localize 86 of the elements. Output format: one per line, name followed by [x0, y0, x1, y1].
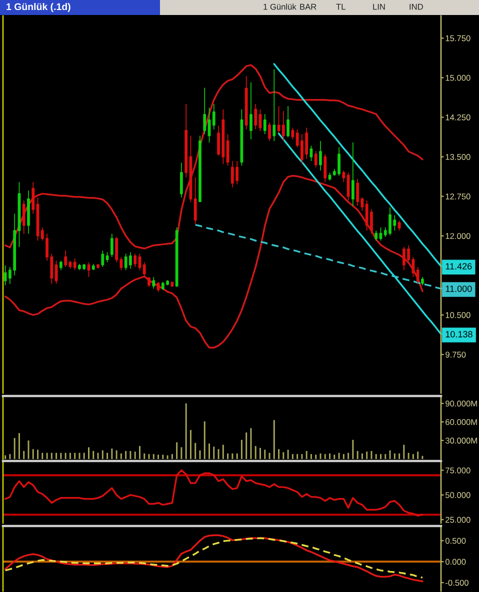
- line-series: [4, 64, 424, 250]
- candlestick: [360, 196, 364, 211]
- candlestick: [64, 250, 68, 268]
- candlestick: [421, 276, 424, 286]
- line-series: [4, 469, 424, 517]
- candlestick: [101, 250, 104, 268]
- y-tick-label: 15.750: [446, 35, 470, 42]
- candlestick: [291, 127, 294, 140]
- candlestick: [282, 110, 285, 142]
- candlestick: [208, 107, 211, 143]
- candlestick: [268, 122, 271, 142]
- candlestick: [87, 262, 90, 278]
- candlestick: [134, 253, 137, 268]
- candlestick: [272, 68, 276, 142]
- candlestick: [398, 220, 401, 232]
- candlestick: [148, 276, 150, 288]
- candlestick: [59, 260, 62, 271]
- y-tick-label: 60.000M: [446, 419, 477, 426]
- y-tick-label: 9.750: [446, 352, 466, 358]
- y-tick-label: 12.000: [446, 233, 470, 239]
- text: BAR: [300, 4, 316, 10]
- line-series: [4, 174, 424, 349]
- candlestick: [115, 236, 118, 263]
- y-tick-label: 25.000: [446, 516, 470, 523]
- y-tick-label: 15.000: [446, 74, 470, 81]
- y-tick-label: 11.426: [446, 263, 472, 270]
- text: TL: [336, 4, 346, 10]
- candlestick: [138, 253, 142, 271]
- y-tick-label: -0.500: [446, 580, 468, 586]
- candlestick: [142, 262, 146, 278]
- y-tick-label: 12.750: [446, 194, 470, 200]
- y-tick-label: 10.500: [446, 312, 470, 318]
- y-tick-label: 11.000: [446, 286, 472, 292]
- candlestick: [250, 82, 252, 140]
- y-tick-label: 50.000: [446, 492, 470, 498]
- candlestick: [342, 170, 346, 183]
- candlestick: [73, 258, 76, 271]
- y-tick-label: 10.138: [446, 331, 472, 338]
- candlestick: [328, 172, 332, 181]
- candlestick: [374, 230, 378, 242]
- candlestick: [226, 134, 230, 166]
- text: 1 Günlük: [264, 4, 296, 10]
- y-tick-label: 0.500: [445, 538, 466, 544]
- candlestick: [258, 108, 262, 132]
- candlestick: [170, 281, 174, 288]
- candlestick: [263, 114, 266, 135]
- candlestick: [286, 106, 290, 138]
- candlestick: [22, 200, 26, 234]
- candlestick: [310, 145, 313, 162]
- candlestick: [379, 227, 382, 242]
- candlestick: [244, 76, 248, 130]
- y-tick-label: 14.250: [446, 114, 470, 120]
- candlestick: [184, 104, 188, 178]
- candlestick: [156, 281, 160, 292]
- candlestick: [254, 104, 258, 130]
- candlestick: [106, 252, 109, 263]
- candlestick: [152, 276, 156, 290]
- candlestick: [18, 182, 21, 248]
- candlestick: [96, 263, 100, 269]
- candlestick: [189, 135, 192, 203]
- candlestick: [68, 260, 72, 269]
- candlestick: [110, 233, 114, 258]
- candlestick: [32, 182, 35, 214]
- y-tick-label: 13.500: [446, 154, 470, 160]
- candlestick: [277, 106, 280, 133]
- candlestick: [203, 87, 206, 135]
- candlestick: [324, 154, 327, 183]
- chart-title: 1 Günlük (.1d): [6, 2, 70, 12]
- candlestick: [120, 256, 123, 271]
- candlestick: [351, 142, 354, 206]
- candlestick: [92, 263, 95, 271]
- y-tick-label: 0.000: [445, 558, 466, 565]
- candlestick: [356, 178, 360, 206]
- text: LIN: [373, 4, 385, 10]
- candlestick: [416, 266, 420, 284]
- candlestick: [180, 162, 183, 198]
- candlestick: [212, 104, 216, 130]
- candlestick: [319, 140, 322, 171]
- y-tick-label: 30.000M: [445, 438, 477, 444]
- candlestick: [27, 190, 30, 234]
- y-tick-label: 75.000: [446, 467, 470, 474]
- text: IND: [410, 4, 423, 10]
- candlestick: [198, 135, 202, 203]
- candlestick: [314, 150, 318, 168]
- y-tick-label: 90.000M: [446, 400, 477, 407]
- candlestick: [194, 176, 197, 224]
